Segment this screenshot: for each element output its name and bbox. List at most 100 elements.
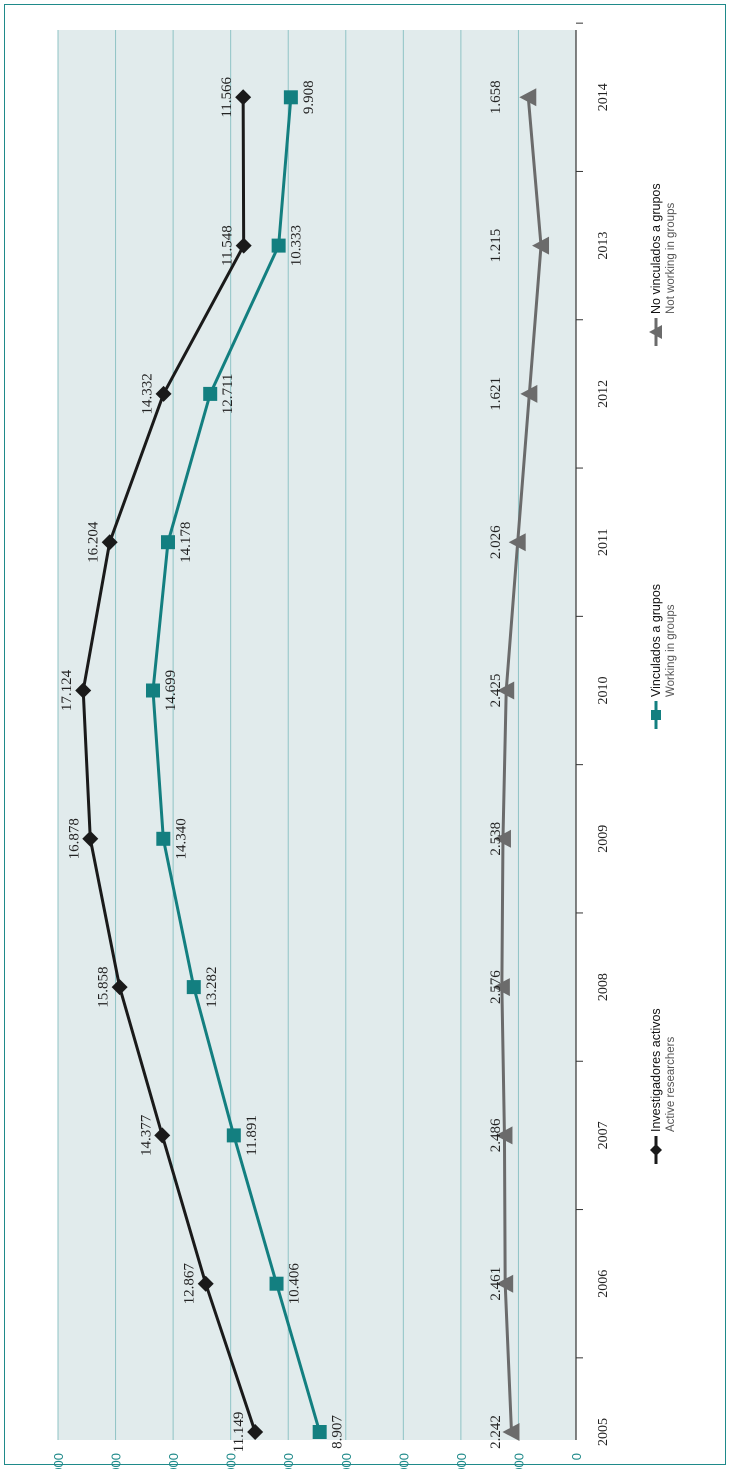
data-label: 2.425 [488,674,504,708]
y-tick-label: 14.000 [166,1453,181,1469]
data-point-triangle [508,533,526,552]
legend-marker [651,710,661,720]
data-point-triangle [497,681,515,700]
data-point-square [145,683,160,698]
series-line [151,97,322,1433]
legend-item: Investigadores activos Active researchers [649,1008,677,1164]
year-label: 2012 [596,380,611,408]
year-label: 2011 [596,528,611,555]
y-tick-label: 2.000 [511,1453,526,1469]
data-point-square [160,535,175,550]
data-label: 1.621 [488,377,504,411]
series-line [81,97,257,1433]
y-tick-label: 10.000 [281,1453,296,1469]
series-diamond: 11.149 12.867 14.377 15.858 16.878 17.124 16.2… [59,76,264,1453]
data-point-diamond [155,385,172,402]
year-label: 2014 [596,83,611,111]
year-label: 2007 [596,1121,611,1149]
year-label: 2006 [596,1270,611,1298]
data-label: 2.242 [488,1415,504,1449]
year-label: 2010 [596,677,611,705]
data-point-triangle [519,88,537,107]
data-point-triangle [532,236,550,255]
year-axis: 2005 2006 2007 2008 2009 2010 2011 2012 2013 2014 [575,22,611,1446]
data-point-diamond [235,237,252,254]
data-label: 2.461 [488,1267,504,1301]
data-point-triangle [502,1423,520,1441]
data-point-triangle [496,1274,514,1293]
data-point-square [226,1128,241,1143]
data-point-square [156,831,171,846]
legend-sublabel: Not working in groups [665,203,677,314]
legend-sublabel: Working in groups [665,604,677,697]
data-label: 14.178 [178,522,194,563]
y-tick-label: 8.000 [339,1453,354,1469]
y-tick-label: 18.000 [51,1453,66,1469]
data-label: 11.566 [219,76,235,117]
y-tick-label: 12.000 [224,1453,239,1469]
legend-label: No vinculados a grupos [649,183,663,314]
data-label: 14.332 [140,373,156,414]
legend-marker [650,1144,662,1156]
y-tick-label: 16.000 [109,1453,124,1469]
data-point-diamond [154,1127,171,1144]
series-square: 8.907 10.406 11.891 13.282 14.340 14.699 14.17… [145,80,346,1449]
y-tick-label: 0 [569,1453,584,1460]
data-point-square [203,386,218,401]
data-label: 11.548 [220,225,236,266]
data-label: 1.215 [488,229,504,263]
data-label: 2.026 [488,525,504,559]
data-point-triangle [493,829,511,848]
legend-item: No vinculados a grupos Not working in gro… [649,183,677,346]
data-label: 1.658 [488,80,504,114]
data-point-square [269,1276,284,1291]
data-point-diamond [101,534,118,551]
year-label: 2005 [596,1418,611,1446]
data-label: 11.891 [244,1115,260,1156]
data-point-square [283,90,298,105]
data-point-diamond [197,1275,214,1292]
data-label: 10.333 [289,225,305,266]
data-label: 2.486 [488,1118,504,1152]
data-label: 16.878 [66,818,82,859]
data-point-triangle [520,384,538,403]
legend-sublabel: Active researchers [665,1037,677,1132]
data-point-triangle [492,978,510,997]
data-label: 9.908 [301,80,317,114]
data-label: 12.711 [220,374,236,415]
year-label: 2009 [596,825,611,853]
data-point-diamond [82,830,99,847]
data-point-diamond [235,89,252,106]
legend: Investigadores activos Active researchers… [649,183,677,1164]
data-label: 11.149 [231,1412,247,1453]
series-triangle: 2.242 2.461 2.486 2.576 2.538 2.425 2.026 1.621… [488,80,550,1449]
data-label: 13.282 [204,966,220,1007]
data-point-square [312,1425,327,1439]
data-label: 12.867 [182,1263,198,1305]
data-label: 15.858 [96,966,112,1007]
data-label: 17.124 [59,669,75,711]
data-label: 2.576 [488,970,504,1004]
value-axis: 0 2.000 4.000 6.000 8.000 10.000 12.000 14.000 1… [51,1453,584,1469]
plot-area [58,30,576,1440]
y-tick-label: 4.000 [454,1453,469,1469]
data-label: 14.377 [138,1114,154,1156]
gridlines [57,30,519,1440]
data-label: 14.340 [173,818,189,859]
data-label: 8.907 [330,1415,346,1449]
legend-marker [649,325,662,339]
chart-frame [4,4,726,1465]
legend-label: Vinculados a grupos [649,584,663,697]
data-label: 16.204 [86,521,102,563]
legend-item: Vinculados a grupos Working in groups [649,584,677,729]
data-point-diamond [247,1424,264,1440]
data-point-triangle [495,1126,513,1145]
data-point-square [271,238,286,253]
y-tick-label: 6.000 [396,1453,411,1469]
data-point-diamond [111,979,128,996]
legend-label: Investigadores activos [649,1008,663,1132]
year-label: 2013 [596,232,611,260]
series-group: 11.149 12.867 14.377 15.858 16.878 17.124 16.2… [59,76,550,1453]
series-line [500,97,543,1433]
